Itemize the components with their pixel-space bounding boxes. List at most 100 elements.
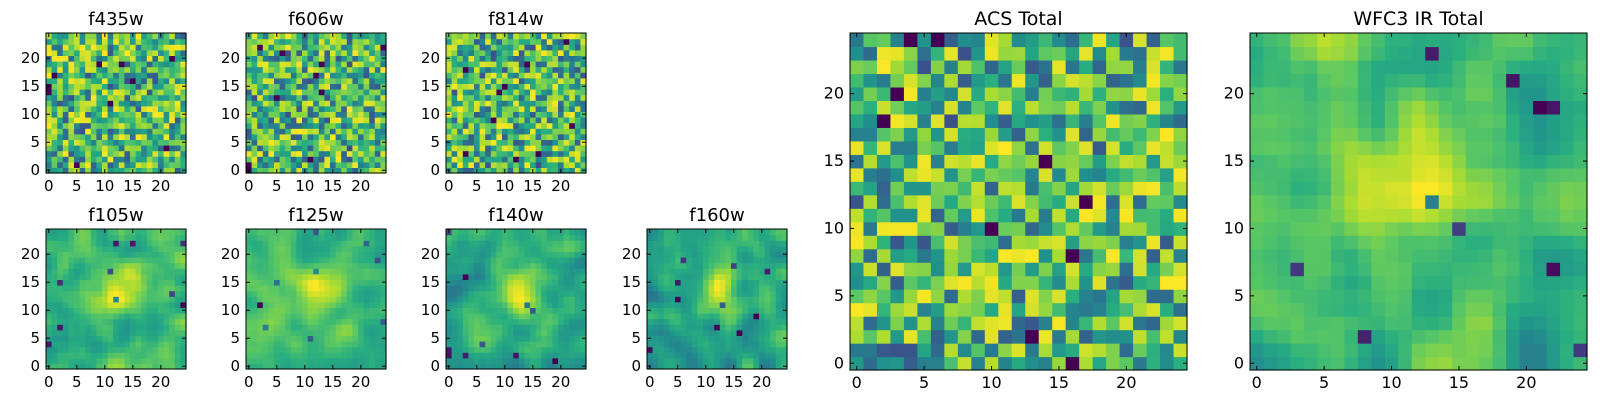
heatmap-cell xyxy=(290,89,297,96)
heatmap-cell xyxy=(1065,194,1080,209)
heatmap-cell xyxy=(51,335,58,342)
heatmap-cell xyxy=(764,251,771,258)
heatmap-cell xyxy=(285,357,292,364)
heatmap-cell xyxy=(118,100,125,107)
heatmap-cell xyxy=(863,262,878,277)
heatmap-cell xyxy=(146,229,153,236)
heatmap-cell xyxy=(324,77,331,84)
heatmap-cell xyxy=(324,55,331,62)
heatmap-cell xyxy=(124,89,131,96)
heatmap-cell xyxy=(169,296,176,303)
heatmap-cell xyxy=(102,61,109,68)
heatmap-cell xyxy=(546,133,553,140)
heatmap-cell xyxy=(1106,248,1121,263)
heatmap-cell xyxy=(352,44,359,51)
heatmap-cell xyxy=(169,117,176,124)
heatmap-cell xyxy=(341,346,348,353)
heatmap-cell xyxy=(135,139,142,146)
heatmap-cell xyxy=(574,251,581,258)
heatmap-cell xyxy=(46,161,53,168)
heatmap-cell xyxy=(563,268,570,275)
heatmap-cell xyxy=(507,167,514,174)
heatmap-cell xyxy=(352,77,359,84)
heatmap-cell xyxy=(569,290,576,297)
heatmap-cell xyxy=(74,44,81,51)
heatmap-cell xyxy=(524,240,531,247)
heatmap-cell xyxy=(957,208,972,223)
heatmap-cell xyxy=(163,77,170,84)
heatmap-cell xyxy=(680,234,687,241)
heatmap-cell xyxy=(944,181,959,196)
heatmap-cells xyxy=(246,229,387,370)
heatmap-cell xyxy=(736,313,743,320)
heatmap-cell xyxy=(313,357,320,364)
heatmap-cell xyxy=(708,234,715,241)
heatmap-cell xyxy=(736,251,743,258)
heatmap-cell xyxy=(102,111,109,118)
heatmap-cell xyxy=(530,257,537,264)
heatmap-cell xyxy=(302,61,309,68)
heatmap-cell xyxy=(574,234,581,241)
heatmap-cell xyxy=(507,240,514,247)
heatmap-cell xyxy=(124,251,131,258)
heatmap-cell xyxy=(708,329,715,336)
heatmap-cell xyxy=(770,234,777,241)
heatmap-cell xyxy=(296,156,303,163)
heatmap-cell xyxy=(569,285,576,292)
heatmap-cell xyxy=(1065,208,1080,223)
heatmap-cell xyxy=(369,285,376,292)
y-tick-label: 5 xyxy=(430,329,440,347)
heatmap-cell xyxy=(57,44,64,51)
heatmap-cell xyxy=(736,257,743,264)
heatmap-cell xyxy=(546,296,553,303)
heatmap-cell xyxy=(747,229,754,236)
heatmap-cell xyxy=(574,257,581,264)
heatmap-cell xyxy=(1065,221,1080,236)
heatmap-cell xyxy=(502,329,509,336)
heatmap-cell xyxy=(307,167,314,174)
heatmap-cell xyxy=(68,257,75,264)
heatmap-cell xyxy=(930,329,945,344)
heatmap-cell xyxy=(541,296,548,303)
heatmap-cell xyxy=(1173,167,1188,182)
heatmap-cell xyxy=(658,229,665,236)
heatmap-cell xyxy=(251,167,258,174)
heatmap-cell xyxy=(174,38,181,45)
heatmap-cell xyxy=(569,49,576,56)
heatmap-cell xyxy=(781,234,788,241)
heatmap-cell xyxy=(174,122,181,129)
heatmap-cell xyxy=(257,307,264,314)
heatmap-cell xyxy=(876,221,892,236)
heatmap-cell xyxy=(79,341,86,348)
heatmap-cell xyxy=(552,318,559,325)
heatmap-cell xyxy=(984,343,999,358)
heatmap-cell xyxy=(57,229,64,236)
heatmap-cell xyxy=(174,83,181,90)
heatmap-cell xyxy=(1079,167,1094,182)
heatmap-cell xyxy=(57,273,64,280)
heatmap-cell xyxy=(513,139,520,146)
heatmap-cell xyxy=(580,318,587,325)
heatmap-cell xyxy=(246,329,253,336)
y-tick-label: 10 xyxy=(421,301,440,319)
heatmap-cell xyxy=(770,329,777,336)
heatmap-cell xyxy=(296,38,303,45)
heatmap-cell xyxy=(118,117,125,124)
heatmap-cell xyxy=(335,61,342,68)
heatmap-cell xyxy=(57,301,64,308)
heatmap-cell xyxy=(490,44,497,51)
heatmap-cell xyxy=(130,133,137,140)
heatmap-cell xyxy=(530,245,537,252)
heatmap-cell xyxy=(691,357,698,364)
heatmap-cell xyxy=(118,301,125,308)
heatmap-cell xyxy=(57,268,64,275)
heatmap-cell xyxy=(1092,302,1107,317)
heatmap-cell xyxy=(79,72,86,79)
heatmap-cell xyxy=(496,150,503,157)
heatmap-cell xyxy=(1092,329,1107,344)
heatmap-cell xyxy=(324,352,331,359)
heatmap-cell xyxy=(279,290,286,297)
panel-title: f435w xyxy=(88,9,143,30)
heatmap-cell xyxy=(307,234,314,241)
heatmap-cell xyxy=(169,363,176,370)
